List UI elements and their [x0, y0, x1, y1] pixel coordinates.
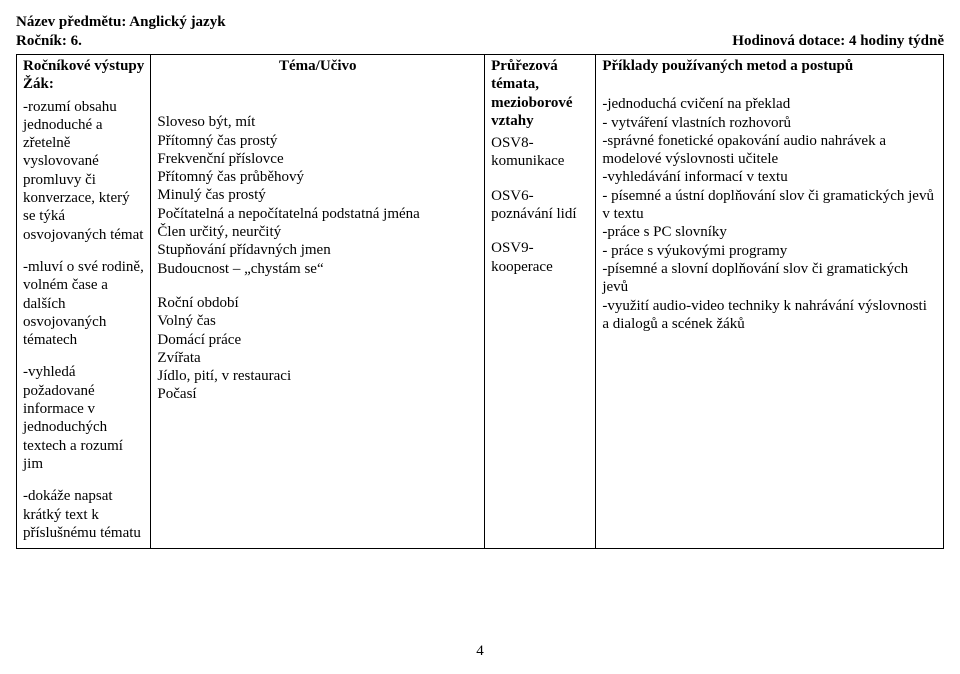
method-line: - vytváření vlastních rozhovorů: [602, 114, 937, 132]
method-line: - písemné a ústní doplňování slov či gra…: [602, 187, 937, 224]
method-line: -vyhledávání informací v textu: [602, 168, 937, 186]
topic-line: Domácí práce: [157, 331, 478, 349]
topic-line: Jídlo, pití, v restauraci: [157, 367, 478, 385]
cross-line: OSV8-: [491, 134, 589, 152]
cross-line: OSV9-: [491, 239, 589, 257]
grade-label: Ročník: 6.: [16, 33, 82, 50]
method-line: -písemné a slovní doplňování slov či gra…: [602, 260, 937, 297]
col3-head3: vztahy: [491, 112, 589, 130]
outcome-4: -dokáže napsat krátký text k příslušnému…: [23, 487, 144, 542]
grammar-line: Přítomný čas průběhový: [157, 168, 478, 186]
spacer: [491, 171, 589, 187]
topic-line: Počasí: [157, 385, 478, 403]
topic-line: Roční období: [157, 294, 478, 312]
hour-dotation: Hodinová dotace: 4 hodiny týdně: [732, 33, 944, 50]
page-root: Název předmětu: Anglický jazyk Ročník: 6…: [0, 0, 960, 674]
col3-head1: Průřezová témata,: [491, 57, 589, 94]
spacer: [602, 75, 937, 95]
col4-head: Příklady používaných metod a postupů: [602, 57, 937, 75]
cell-topics: Téma/Učivo Sloveso být, mít Přítomný čas…: [151, 55, 485, 549]
cell-outcomes: Ročníkové výstupy Žák: -rozumí obsahu je…: [17, 55, 151, 549]
grammar-line: Budoucnost – „chystám se“: [157, 260, 478, 278]
subject-title: Název předmětu: Anglický jazyk: [16, 14, 944, 31]
topbar: Ročník: 6. Hodinová dotace: 4 hodiny týd…: [16, 33, 944, 50]
grammar-line: Stupňování přídavných jmen: [157, 241, 478, 259]
grammar-line: Člen určitý, neurčitý: [157, 223, 478, 241]
grammar-line: Přítomný čas prostý: [157, 132, 478, 150]
col2-head: Téma/Učivo: [157, 57, 478, 75]
grammar-line: Frekvenční příslovce: [157, 150, 478, 168]
cell-crosslinks: Průřezová témata, mezioborové vztahy OSV…: [485, 55, 596, 549]
method-line: -práce s PC slovníky: [602, 223, 937, 241]
grammar-line: Počítatelná a nepočítatelná podstatná jm…: [157, 205, 478, 223]
topic-line: Zvířata: [157, 349, 478, 367]
spacer: [157, 75, 478, 113]
outcome-2: -mluví o své rodině, volném čase a další…: [23, 258, 144, 349]
cross-line: kooperace: [491, 258, 589, 276]
grammar-line: Minulý čas prostý: [157, 186, 478, 204]
page-number: 4: [0, 643, 960, 660]
method-line: -využití audio-video techniky k nahráván…: [602, 297, 937, 334]
table-row: Ročníkové výstupy Žák: -rozumí obsahu je…: [17, 55, 944, 549]
col1-head1: Ročníkové výstupy: [23, 57, 144, 75]
method-line: -jednoduchá cvičení na překlad: [602, 95, 937, 113]
col3-head2: mezioborové: [491, 94, 589, 112]
method-line: - práce s výukovými programy: [602, 242, 937, 260]
cross-line: OSV6-: [491, 187, 589, 205]
cross-line: poznávání lidí: [491, 205, 589, 223]
curriculum-table: Ročníkové výstupy Žák: -rozumí obsahu je…: [16, 54, 944, 549]
method-line: -správné fonetické opakování audio nahrá…: [602, 132, 937, 169]
grammar-line: Sloveso být, mít: [157, 113, 478, 131]
spacer: [157, 278, 478, 294]
col1-head2: Žák:: [23, 75, 144, 93]
cross-line: komunikace: [491, 152, 589, 170]
cell-methods: Příklady používaných metod a postupů -je…: [596, 55, 944, 549]
outcome-3: -vyhledá požadované informace v jednoduc…: [23, 363, 144, 473]
spacer: [491, 223, 589, 239]
outcome-1: -rozumí obsahu jednoduché a zřetelně vys…: [23, 98, 144, 244]
topic-line: Volný čas: [157, 312, 478, 330]
